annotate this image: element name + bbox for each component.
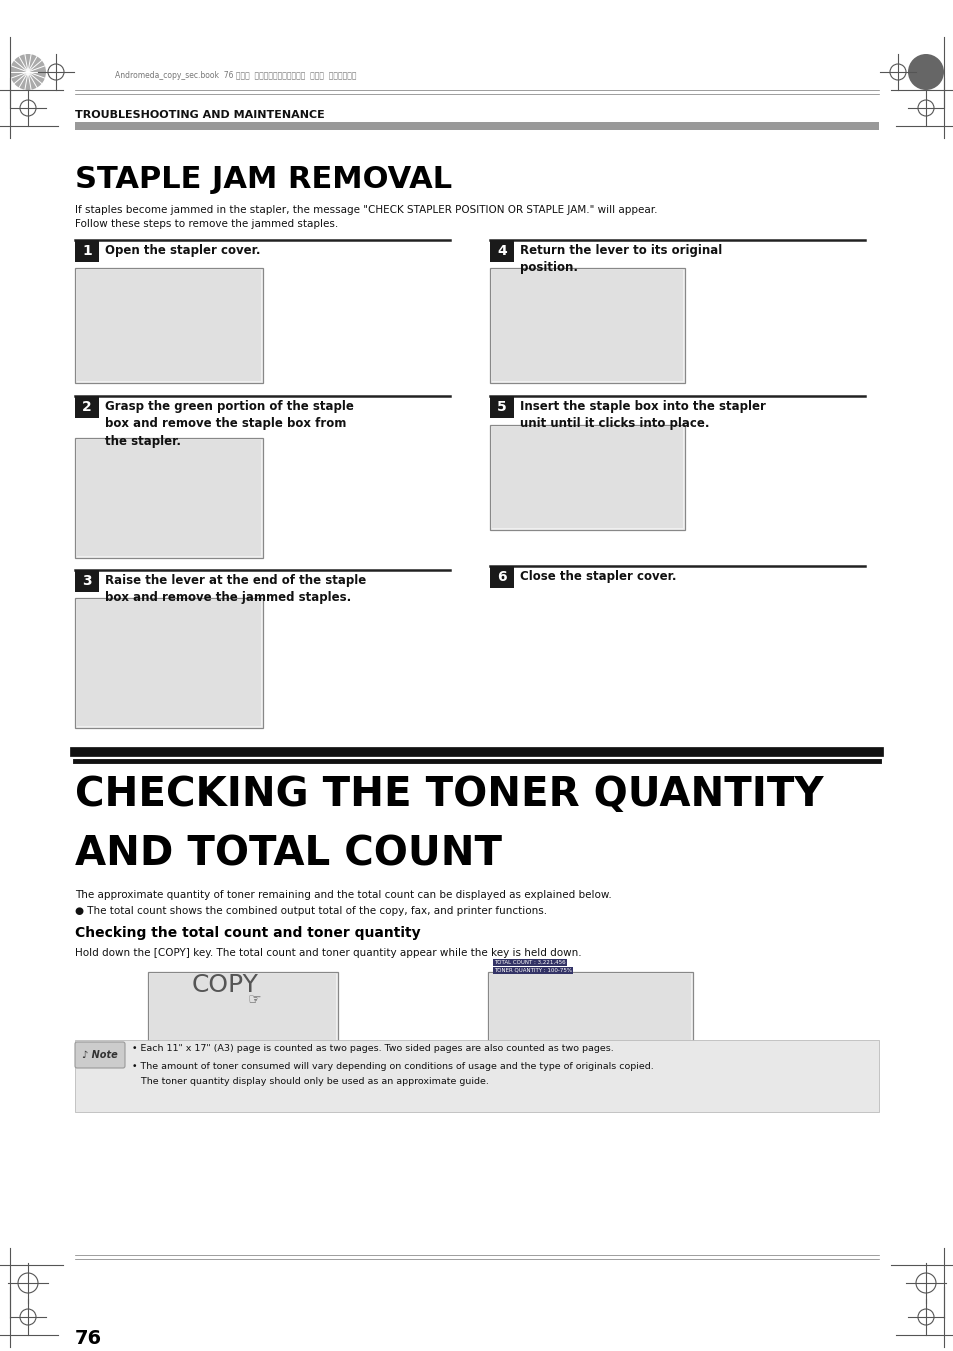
Text: ● The total count shows the combined output total of the copy, fax, and printer : ● The total count shows the combined out… (75, 907, 547, 916)
Bar (75, 240, 99, 262)
Text: Hold down the [COPY] key. The total count and toner quantity appear while the ke: Hold down the [COPY] key. The total coun… (75, 948, 581, 958)
Text: 4: 4 (497, 245, 506, 258)
Bar (490, 974, 690, 1052)
Text: 3: 3 (82, 574, 91, 588)
Text: The toner quantity display should only be used as an approximate guide.: The toner quantity display should only b… (132, 1077, 488, 1086)
Circle shape (10, 54, 46, 91)
Bar (77, 270, 261, 381)
Text: Close the stapler cover.: Close the stapler cover. (519, 570, 676, 584)
Text: 1: 1 (82, 245, 91, 258)
Text: TONER QUANTITY : 100-75%: TONER QUANTITY : 100-75% (494, 969, 572, 973)
Circle shape (907, 54, 943, 91)
Text: 5: 5 (497, 400, 506, 413)
Text: Andromeda_copy_sec.book  76 ページ  ２００６年１１月２３日  木曜日  午後６時１分: Andromeda_copy_sec.book 76 ページ ２００６年１１月２… (115, 70, 356, 80)
Text: AND TOTAL COUNT: AND TOTAL COUNT (75, 835, 501, 875)
Bar (148, 971, 337, 1054)
Bar (77, 600, 261, 725)
Text: Return the lever to its original
position.: Return the lever to its original positio… (519, 245, 721, 274)
Text: Raise the lever at the end of the staple
box and remove the jammed staples.: Raise the lever at the end of the staple… (105, 574, 366, 604)
Bar (490, 426, 684, 530)
Text: 2: 2 (82, 400, 91, 413)
Text: 76: 76 (75, 1328, 102, 1347)
Text: Open the stapler cover.: Open the stapler cover. (105, 245, 260, 257)
Text: TROUBLESHOOTING AND MAINTENANCE: TROUBLESHOOTING AND MAINTENANCE (75, 109, 324, 120)
Text: If staples become jammed in the stapler, the message "CHECK STAPLER POSITION OR : If staples become jammed in the stapler,… (75, 205, 657, 230)
Text: Insert the staple box into the stapler
unit until it clicks into place.: Insert the staple box into the stapler u… (519, 400, 765, 431)
Bar (490, 240, 514, 262)
Bar (492, 270, 682, 381)
Text: • Each 11" x 17" (A3) page is counted as two pages. Two sided pages are also cou: • Each 11" x 17" (A3) page is counted as… (132, 1044, 613, 1052)
Text: ♪ Note: ♪ Note (82, 1050, 118, 1061)
Bar (490, 396, 514, 417)
Bar (488, 971, 692, 1054)
Bar (75, 396, 99, 417)
Bar (75, 598, 263, 728)
Text: • The amount of toner consumed will vary depending on conditions of usage and th: • The amount of toner consumed will vary… (132, 1062, 653, 1071)
Bar (75, 570, 99, 592)
Bar (492, 427, 682, 528)
Bar (150, 974, 335, 1052)
Bar (490, 267, 684, 382)
Text: Checking the total count and toner quantity: Checking the total count and toner quant… (75, 925, 420, 940)
Bar (75, 267, 263, 382)
Bar (75, 438, 263, 558)
Bar (75, 122, 878, 130)
Text: The approximate quantity of toner remaining and the total count can be displayed: The approximate quantity of toner remain… (75, 890, 611, 900)
Text: ☞: ☞ (247, 993, 260, 1008)
Bar (77, 440, 261, 557)
Text: STAPLE JAM REMOVAL: STAPLE JAM REMOVAL (75, 165, 452, 195)
Bar (490, 566, 514, 588)
Text: Grasp the green portion of the staple
box and remove the staple box from
the sta: Grasp the green portion of the staple bo… (105, 400, 354, 449)
Text: CHECKING THE TONER QUANTITY: CHECKING THE TONER QUANTITY (75, 775, 822, 815)
FancyBboxPatch shape (75, 1042, 125, 1069)
Text: 6: 6 (497, 570, 506, 584)
Text: COPY: COPY (192, 973, 258, 997)
Text: TOTAL COUNT : 3,221,456: TOTAL COUNT : 3,221,456 (494, 961, 565, 965)
Bar (75, 1040, 878, 1112)
